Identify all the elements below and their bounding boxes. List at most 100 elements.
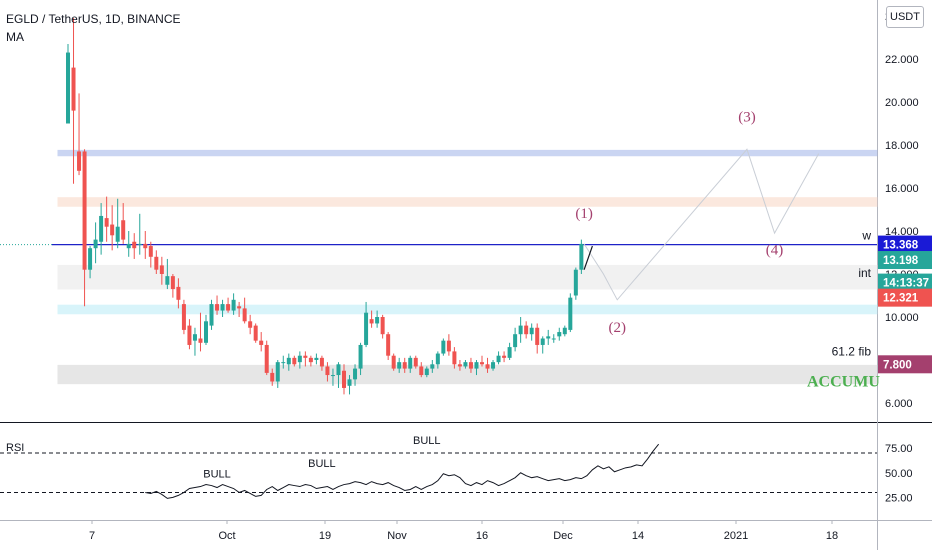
candle [457,364,462,367]
price-tick-label: 16.000 [885,183,919,195]
candle [485,364,490,369]
candle [358,344,363,369]
price-tag-text: 14:13:37 [883,278,929,290]
zone-band-4 [57,364,878,385]
zone-band-1 [57,197,878,207]
candle [115,226,120,242]
price-tick-label: 20.000 [885,97,919,109]
candle [463,362,468,367]
candle [347,379,352,386]
candle [66,52,70,124]
candle [242,308,247,322]
price-tag-bg [878,355,932,374]
candle [231,299,236,311]
candle [176,286,181,300]
price-tag: 7.800 [878,355,932,374]
candle [308,357,313,363]
candle [248,321,253,328]
price-tag-bg [878,288,932,307]
symbol-title: EGLD / TetherUS, 1D, BINANCE [6,12,181,26]
candle [513,334,518,348]
candle [303,355,308,358]
candle [220,304,225,311]
rsi-bull-label: BULL [203,469,231,481]
price-tick-label: 10.000 [885,312,919,324]
candle [104,218,109,227]
candle [165,276,170,285]
candle [579,243,584,270]
candle [546,336,551,339]
candles-group [66,18,584,395]
candle [518,325,523,335]
wave-label: (1) [575,206,593,222]
candle [551,338,556,340]
candle [292,357,297,365]
candle [375,317,380,324]
currency-button[interactable]: USDT [886,6,924,28]
candle [88,248,93,270]
price-tag-text: 12.321 [883,293,919,305]
time-tick-label: 18 [826,530,838,542]
price-tick-label: 18.000 [885,140,919,152]
zone-band-3 [57,304,878,315]
candle [71,67,76,111]
rsi-tick-label: 75.00 [885,443,913,455]
price-tick-label: 22.000 [885,54,919,66]
candle [314,357,319,360]
rsi-label: RSI [6,442,24,454]
indicator-label: MA [6,30,24,44]
candle [336,364,341,376]
candle [441,340,446,354]
candle [126,243,131,249]
price-tag-bg [878,235,932,254]
candle [496,355,501,363]
candle [181,304,186,330]
price-tag-bg [878,273,932,292]
candle [137,243,142,245]
price-tick-label: 14.000 [885,226,919,238]
candle [110,224,115,236]
candle [281,362,286,364]
time-tick-label: Nov [387,530,407,542]
zone-band-2 [57,264,878,290]
rsi-tick-label: 50.00 [885,468,913,480]
candle [325,366,330,376]
candle [93,239,98,249]
candle [502,355,507,358]
time-tick-label: 16 [476,530,488,542]
wave-label: (2) [608,320,626,336]
candle [402,362,407,369]
accumulation-label: ACCUMU [807,373,880,390]
time-tick-label: 7 [89,530,95,542]
candle [253,325,258,341]
projection-path [583,148,820,301]
candle [121,220,126,240]
candle [132,241,137,249]
candle [369,319,374,324]
candle [507,347,512,358]
candle [524,325,529,335]
candle [540,338,545,345]
zone-band-0 [57,149,878,157]
candle [413,357,418,367]
rsi-line [145,443,660,499]
wave-label: (3) [738,109,756,125]
candle [215,304,220,311]
price-tag-bg [878,251,932,270]
candle [237,306,242,309]
price-tag: 14:13:37 [878,273,932,292]
candle [474,362,479,369]
candle [209,304,214,326]
candle [364,312,369,345]
time-tick-label: 14 [632,530,644,542]
candle [198,338,203,343]
price-tag: 13.198 [878,251,932,270]
candle [192,334,197,341]
candle [397,362,402,369]
candle [380,317,385,335]
wave-label: (4) [766,243,784,259]
candle [270,372,275,382]
candle [226,304,231,311]
level-label: w [861,229,871,243]
